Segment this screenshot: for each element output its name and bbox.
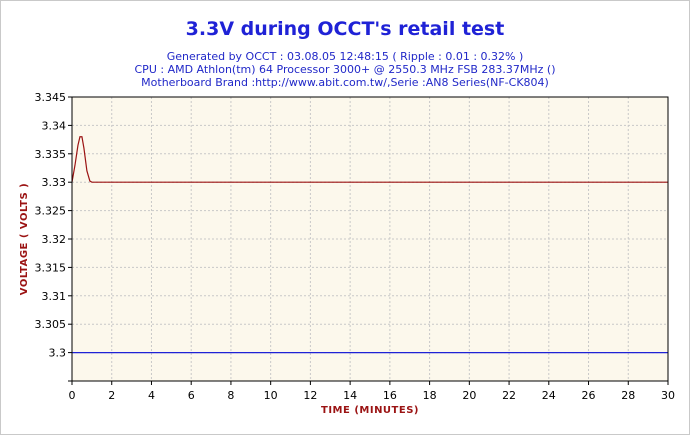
- y-tick-label: 3.34: [42, 119, 67, 132]
- y-tick-label: 3.315: [35, 261, 67, 274]
- x-tick-label: 0: [69, 389, 76, 402]
- x-tick-label: 28: [621, 389, 635, 402]
- x-tick-label: 30: [661, 389, 675, 402]
- chart-title: 3.3V during OCCT's retail test: [185, 18, 505, 40]
- x-tick-label: 14: [343, 389, 357, 402]
- y-tick-label: 3.3: [49, 347, 67, 360]
- subtitle-motherboard: Motherboard Brand :http://www.abit.com.t…: [141, 76, 549, 89]
- x-tick-label: 4: [148, 389, 155, 402]
- y-tick-label: 3.32: [42, 233, 67, 246]
- y-axis-title: VOLTAGE ( VOLTS ): [19, 183, 30, 296]
- x-axis-title: TIME (MINUTES): [321, 405, 419, 416]
- x-tick-label: 20: [462, 389, 476, 402]
- y-tick-label: 3.335: [35, 148, 67, 161]
- subtitle-cpu: CPU : AMD Athlon(tm) 64 Processor 3000+ …: [134, 63, 556, 76]
- x-tick-label: 22: [502, 389, 516, 402]
- x-tick-label: 24: [542, 389, 556, 402]
- x-tick-label: 12: [303, 389, 317, 402]
- x-tick-label: 2: [108, 389, 115, 402]
- x-tick-label: 6: [188, 389, 195, 402]
- y-tick-label: 3.345: [35, 91, 67, 104]
- y-tick-label: 3.325: [35, 205, 67, 218]
- x-tick-label: 18: [423, 389, 437, 402]
- x-tick-label: 16: [383, 389, 397, 402]
- x-tick-label: 8: [227, 389, 234, 402]
- series-layer: [71, 136, 668, 354]
- y-tick-label: 3.305: [35, 318, 67, 331]
- axis-ticks: 0 2 4 6 8 10 12 14 16 18 20 22 24 26 28 303.33.3053.313…: [35, 91, 676, 402]
- x-tick-label: 10: [264, 389, 278, 402]
- y-tick-label: 3.33: [42, 176, 67, 189]
- x-tick-label: 26: [582, 389, 596, 402]
- y-tick-label: 3.31: [42, 290, 67, 303]
- series-line-3v3: [71, 136, 668, 183]
- subtitle-generated: Generated by OCCT : 03.08.05 12:48:15 ( …: [166, 50, 524, 63]
